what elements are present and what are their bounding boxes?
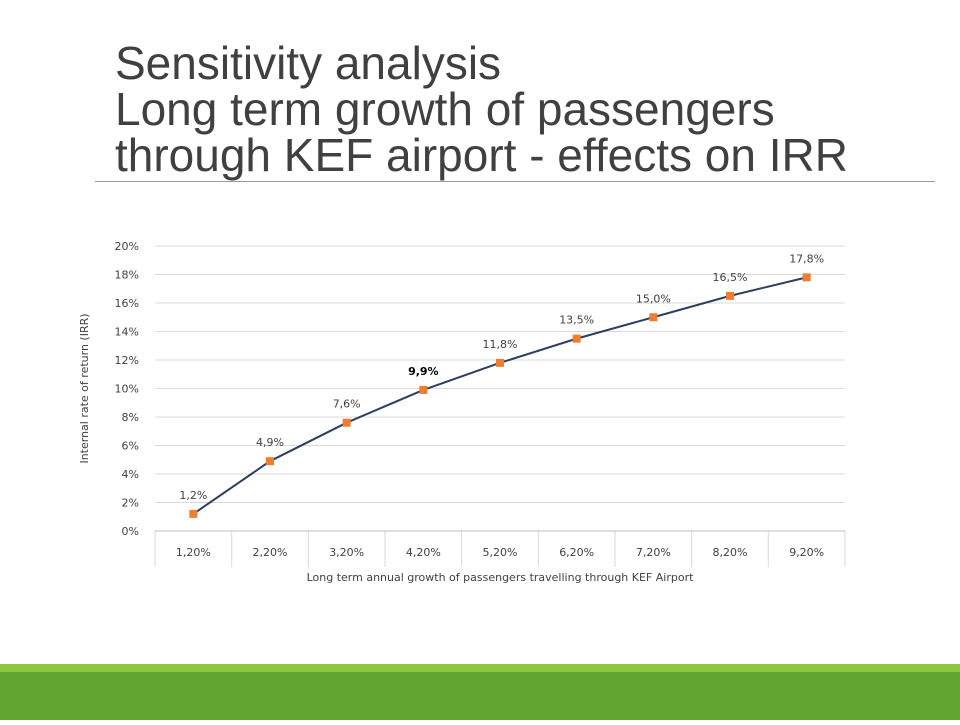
data-label: 1,2% <box>179 489 207 502</box>
y-tick-label: 14% <box>115 326 139 339</box>
title-line-2: Long term growth of passengers <box>115 83 775 135</box>
irr-series-line <box>192 276 807 515</box>
data-point-marker <box>266 457 274 466</box>
y-tick-label: 6% <box>122 440 139 453</box>
slide-title: Sensitivity analysis Long term growth of… <box>115 40 935 178</box>
data-point-marker <box>726 291 734 300</box>
x-tick-label: 4,20% <box>406 546 441 559</box>
y-axis-title: Internal rate of return (IRR) <box>78 313 91 463</box>
x-tick-label: 5,20% <box>483 546 518 559</box>
y-tick-label: 16% <box>115 297 139 310</box>
y-tick-label: 4% <box>122 468 139 481</box>
y-tick-label: 8% <box>122 411 139 424</box>
x-tick-label: 6,20% <box>559 546 594 559</box>
y-tick-label: 10% <box>115 383 139 396</box>
data-label: 7,6% <box>333 398 361 411</box>
data-label: 9,9% <box>408 365 439 378</box>
title-line-1: Sensitivity analysis <box>115 37 502 89</box>
data-point-marker <box>342 418 351 427</box>
data-label: 15,0% <box>636 292 671 305</box>
data-label: 4,9% <box>256 436 284 449</box>
x-tick-label: 3,20% <box>329 546 364 559</box>
data-label: 11,8% <box>483 338 518 351</box>
data-point-marker <box>802 273 811 282</box>
data-label: 16,5% <box>713 271 748 284</box>
x-tick-label: 1,20% <box>176 546 211 559</box>
x-tick-label: 9,20% <box>789 546 824 559</box>
data-point-marker <box>419 385 428 394</box>
data-label: 13,5% <box>559 314 594 327</box>
footer-accent-strip <box>0 664 960 672</box>
data-point-marker <box>496 358 504 367</box>
y-tick-label: 12% <box>115 354 139 367</box>
y-tick-label: 2% <box>122 497 139 510</box>
data-point-marker <box>649 313 658 322</box>
x-tick-label: 2,20% <box>253 546 288 559</box>
x-tick-label: 8,20% <box>713 546 748 559</box>
y-tick-label: 20% <box>115 240 139 253</box>
x-axis-title: Long term annual growth of passengers tr… <box>307 571 694 584</box>
x-tick-label: 7,20% <box>636 546 671 559</box>
data-point-marker <box>189 509 198 518</box>
footer-band <box>0 664 960 720</box>
title-line-3: through KEF airport - effects on IRR <box>115 129 848 181</box>
data-point-marker <box>572 334 581 343</box>
y-tick-label: 18% <box>115 269 139 282</box>
title-divider <box>95 181 935 182</box>
y-tick-label: 0% <box>122 525 139 538</box>
data-label: 17,8% <box>789 252 824 265</box>
